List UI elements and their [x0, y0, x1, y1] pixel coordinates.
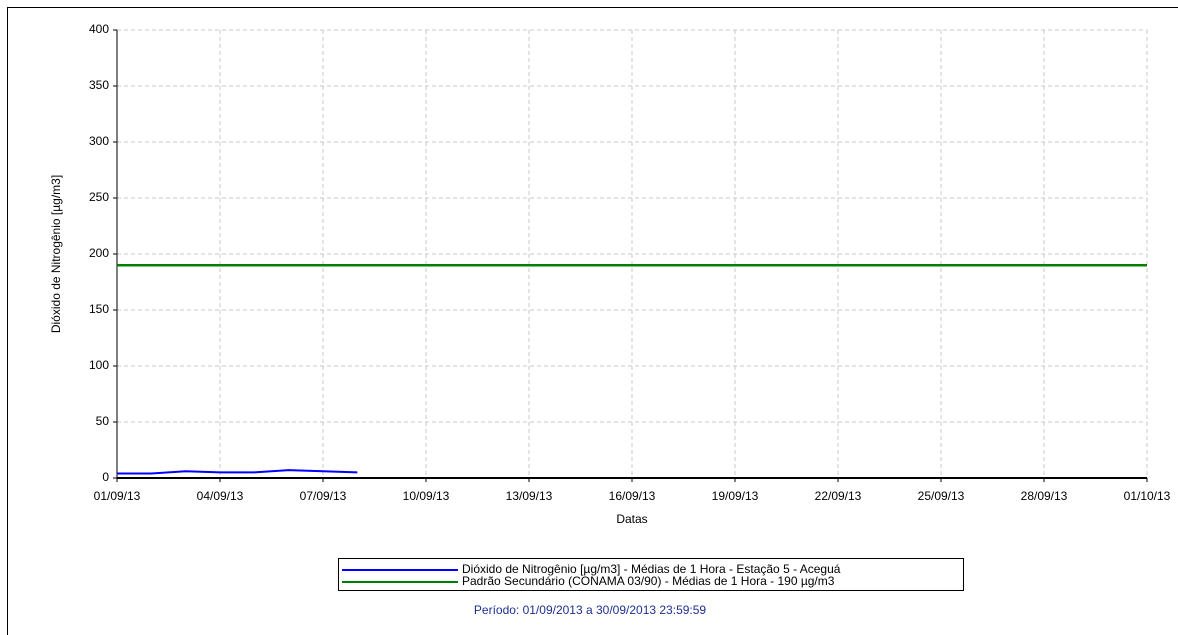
- x-tick-label: 13/09/13: [506, 489, 553, 503]
- y-axis-label: Dióxido de Nitrogênio [µg/m3]: [49, 175, 63, 333]
- frame: [7, 7, 1178, 635]
- y-tick-label: 400: [89, 22, 109, 36]
- x-tick-label: 19/09/13: [712, 489, 759, 503]
- x-tick-label: 28/09/13: [1021, 489, 1068, 503]
- y-tick-label: 50: [96, 414, 110, 428]
- series-line: [117, 469, 358, 475]
- y-tick-label: 200: [89, 246, 109, 260]
- legend-label: Dióxido de Nitrogênio [µg/m3] - Médias d…: [462, 562, 841, 576]
- y-tick-label: 150: [89, 302, 109, 316]
- x-axis-label: Datas: [616, 512, 647, 526]
- x-tick-label: 22/09/13: [815, 489, 862, 503]
- legend-box: [338, 558, 964, 591]
- x-tick-label: 01/09/13: [94, 489, 141, 503]
- footer: Período: 01/09/2013 a 30/09/2013 23:59:5…: [474, 603, 707, 617]
- y-tick-label: 250: [89, 190, 109, 204]
- y-tick-label: 300: [89, 134, 109, 148]
- y-tick-label: 100: [89, 358, 109, 372]
- x-tick-label: 25/09/13: [918, 489, 965, 503]
- legend-label: Padrão Secundário (CONAMA 03/90) - Média…: [462, 574, 835, 588]
- x-tick-label: 01/10/13: [1124, 489, 1171, 503]
- x-tick-label: 10/09/13: [403, 489, 450, 503]
- y-tick-label: 0: [102, 470, 109, 484]
- x-tick-label: 04/09/13: [197, 489, 244, 503]
- x-tick-label: 16/09/13: [609, 489, 656, 503]
- x-tick-label: 07/09/13: [300, 489, 347, 503]
- y-tick-label: 350: [89, 78, 109, 92]
